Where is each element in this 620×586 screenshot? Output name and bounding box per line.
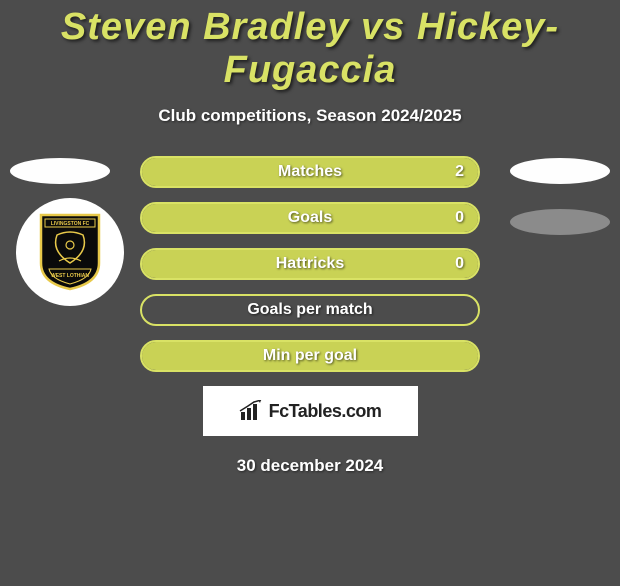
shield-icon: LIVINGSTON FC WEST LOTHIAN xyxy=(39,213,101,291)
svg-text:LIVINGSTON FC: LIVINGSTON FC xyxy=(51,221,90,227)
stat-value: 2 xyxy=(455,163,464,181)
svg-text:WEST LOTHIAN: WEST LOTHIAN xyxy=(51,273,89,279)
stats-container: LIVINGSTON FC WEST LOTHIAN Matches 2 Goa… xyxy=(0,156,620,476)
left-player-ellipse xyxy=(10,158,110,184)
stat-label: Matches xyxy=(278,163,342,181)
fctables-text: FcTables.com xyxy=(269,401,382,422)
stat-bar-matches: Matches 2 xyxy=(140,156,480,188)
stat-bar-min-per-goal: Min per goal xyxy=(140,340,480,372)
stat-bars: Matches 2 Goals 0 Hattricks 0 Goals per … xyxy=(140,156,480,372)
stat-bar-goals: Goals 0 xyxy=(140,202,480,234)
right-player-ellipse-shadow xyxy=(510,209,610,235)
right-player-ellipse xyxy=(510,158,610,184)
subtitle: Club competitions, Season 2024/2025 xyxy=(0,106,620,126)
club-logo: LIVINGSTON FC WEST LOTHIAN xyxy=(16,198,124,306)
fctables-logo: FcTables.com xyxy=(239,400,382,422)
fctables-badge: FcTables.com xyxy=(203,386,418,436)
stat-label: Hattricks xyxy=(276,255,344,273)
stat-bar-goals-per-match: Goals per match xyxy=(140,294,480,326)
stat-value: 0 xyxy=(455,255,464,273)
stat-value: 0 xyxy=(455,209,464,227)
stat-label: Min per goal xyxy=(263,347,357,365)
stat-label: Goals xyxy=(288,209,332,227)
stat-bar-hattricks: Hattricks 0 xyxy=(140,248,480,280)
stat-label: Goals per match xyxy=(247,301,372,319)
chart-icon xyxy=(239,400,265,422)
date-text: 30 december 2024 xyxy=(0,456,620,476)
page-title: Steven Bradley vs Hickey-Fugaccia xyxy=(0,6,620,92)
